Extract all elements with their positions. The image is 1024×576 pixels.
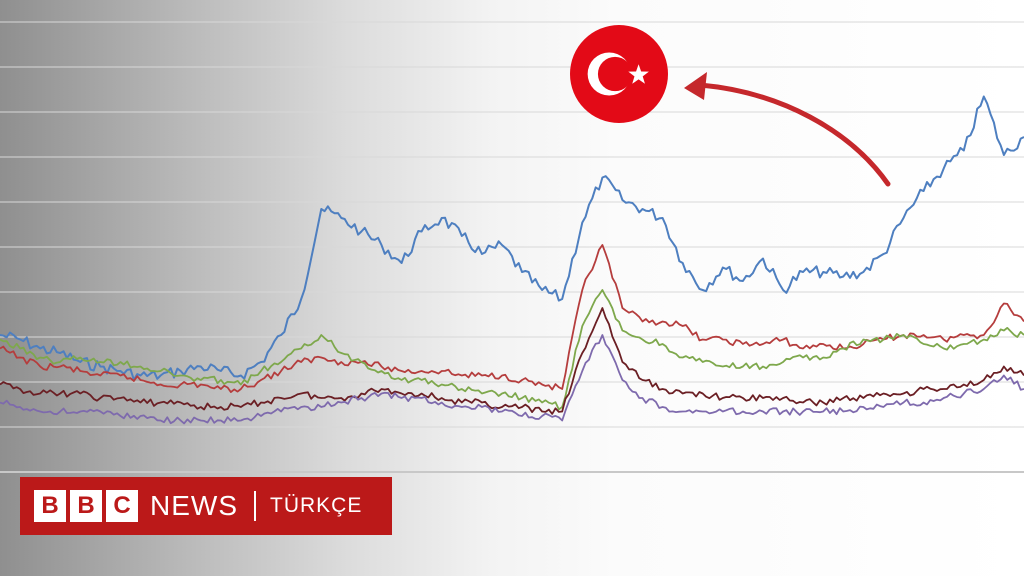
bbc-news-turkce-logo: B B C NEWS TÜRKÇE [20, 477, 392, 535]
logo-block-b2: B [70, 490, 102, 522]
series-line-1 [0, 95, 1024, 381]
series-line-2 [0, 244, 1024, 393]
series-line-4 [0, 307, 1024, 415]
grid-lines [0, 21, 1024, 473]
logo-news-text: NEWS [150, 490, 238, 521]
series-lines [0, 95, 1024, 425]
series-line-5 [0, 334, 1024, 425]
logo-block-c: C [106, 490, 138, 522]
series-line-3 [0, 289, 1024, 411]
logo-block-b1: B [34, 490, 66, 522]
logo-service-text: TÜRKÇE [270, 494, 363, 517]
turkey-flag-icon [570, 25, 668, 123]
logo-separator [254, 491, 256, 521]
